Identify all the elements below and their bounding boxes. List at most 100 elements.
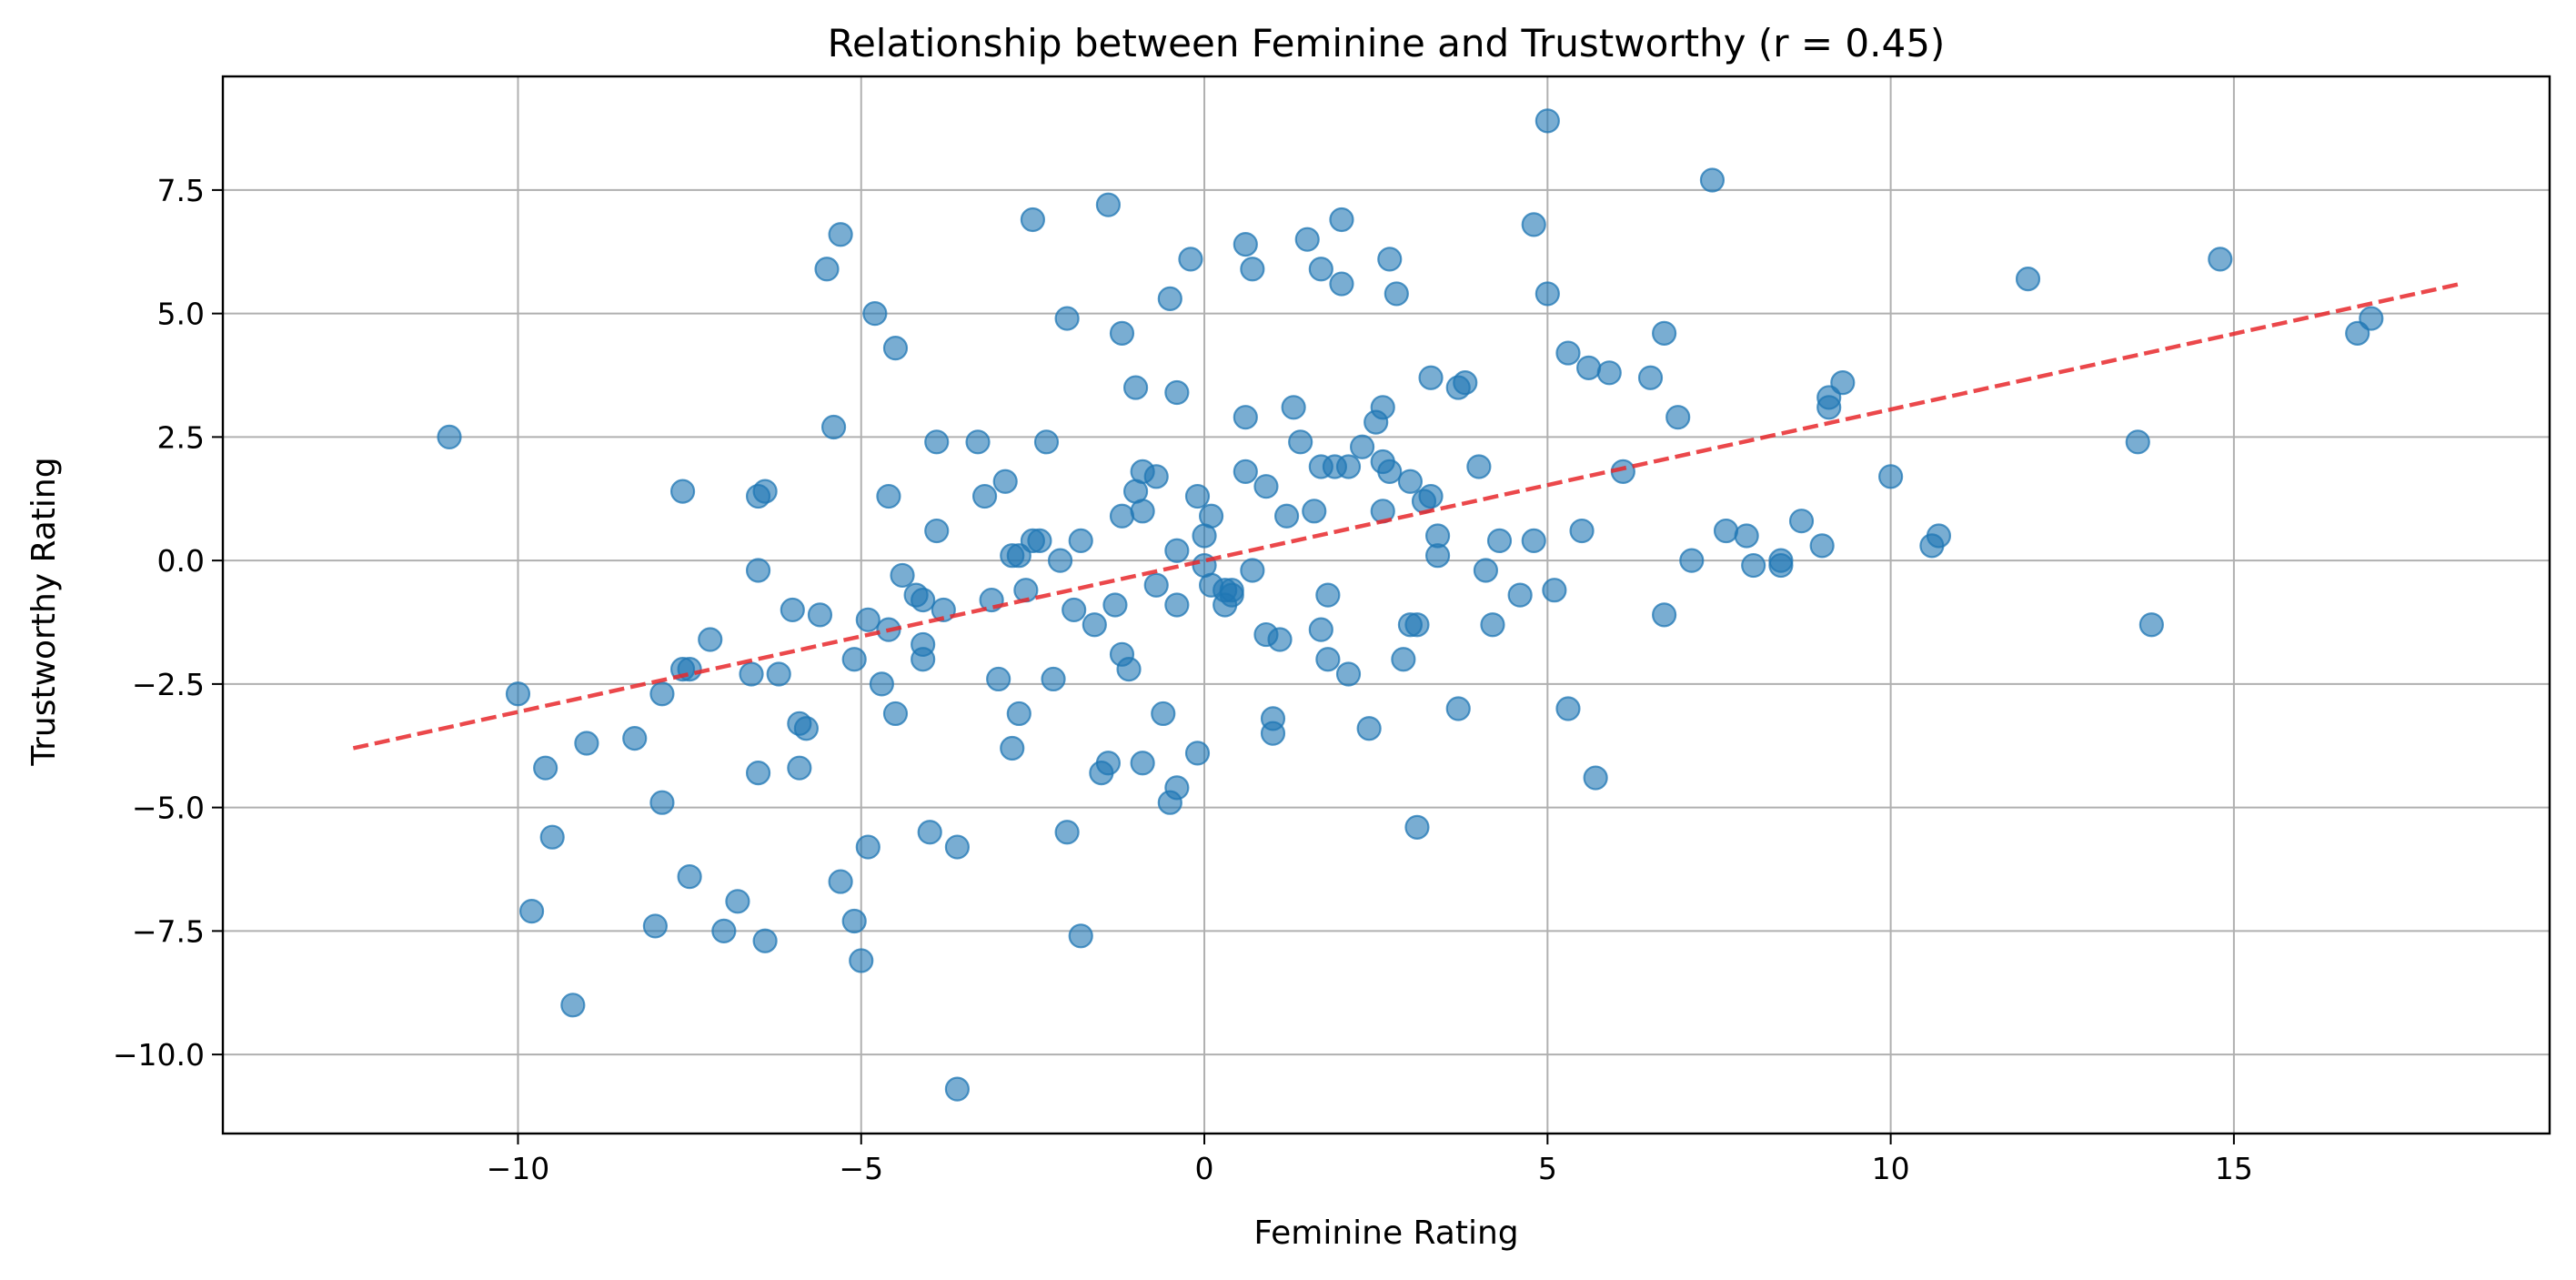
data-point	[752, 479, 778, 504]
data-point	[1260, 721, 1286, 746]
y-tick-label: −7.5	[132, 913, 205, 949]
data-point	[1652, 320, 1677, 346]
data-point	[1109, 503, 1135, 529]
data-point	[1164, 379, 1190, 406]
data-point	[1233, 232, 1258, 257]
x-tick-label: −10	[487, 1151, 550, 1186]
data-point	[1273, 503, 1300, 529]
data-point	[1535, 108, 1560, 134]
data-point	[1480, 612, 1505, 638]
data-point	[992, 469, 1018, 494]
data-point	[1198, 503, 1224, 529]
data-point	[1308, 257, 1333, 282]
data-point	[828, 869, 853, 894]
x-tick-label: 10	[1872, 1151, 1910, 1186]
data-point	[1679, 548, 1705, 573]
data-point	[669, 479, 696, 504]
data-point	[1466, 454, 1492, 479]
data-point	[1027, 528, 1052, 554]
data-point	[876, 483, 901, 509]
data-point	[1384, 281, 1409, 307]
data-point	[1652, 602, 1677, 628]
data-point	[745, 558, 771, 583]
data-point	[1473, 558, 1499, 583]
data-point	[1521, 212, 1546, 237]
data-point	[841, 908, 867, 934]
data-point	[1315, 582, 1341, 608]
data-point	[1315, 647, 1341, 672]
data-point	[711, 918, 737, 943]
data-point	[1404, 612, 1430, 638]
y-tick-label: 7.5	[157, 173, 205, 208]
data-point	[752, 928, 778, 953]
data-point	[911, 647, 936, 672]
data-point	[1233, 405, 1258, 430]
y-tick-label: −10.0	[113, 1037, 205, 1073]
data-point	[1535, 281, 1560, 307]
grid-lines	[223, 76, 2550, 1134]
data-point	[1000, 735, 1025, 761]
data-point	[1329, 271, 1354, 297]
data-point	[698, 627, 723, 652]
data-point	[1308, 617, 1333, 642]
data-point	[1741, 552, 1766, 579]
data-point	[924, 429, 950, 455]
data-point	[807, 602, 833, 628]
data-point	[1665, 405, 1691, 430]
data-point	[1294, 227, 1320, 252]
y-axis-label: Trustworthy Rating	[25, 457, 63, 766]
data-point	[1068, 528, 1093, 554]
data-point	[1453, 370, 1478, 396]
data-point	[574, 731, 599, 756]
data-point	[1878, 464, 1904, 489]
data-point	[560, 993, 586, 1018]
data-point	[1240, 257, 1265, 282]
data-points	[437, 108, 2384, 1102]
data-point	[1068, 923, 1093, 949]
data-point	[780, 597, 805, 623]
axis-ticks: −10 −5 0 5 10 15 −10.0 −7.5 −5.0 −2.5 0.0 2.5 5.0 7.5	[113, 173, 2253, 1186]
data-point	[971, 483, 998, 509]
data-point	[1377, 459, 1403, 484]
data-point	[814, 257, 840, 282]
plot-frame	[221, 75, 2551, 1135]
data-point	[1240, 558, 1265, 583]
data-point	[1178, 247, 1203, 272]
data-point	[1575, 355, 1602, 380]
data-point	[1583, 765, 1608, 791]
data-point	[1335, 661, 1362, 687]
y-tick-label: 5.0	[157, 297, 205, 332]
data-point	[539, 824, 565, 850]
trend-line	[352, 281, 2461, 751]
data-point	[849, 948, 874, 973]
data-point	[1006, 700, 1031, 727]
data-point	[642, 913, 668, 939]
data-point	[1095, 751, 1121, 776]
data-point	[2138, 612, 2164, 638]
data-point	[1184, 483, 1211, 509]
data-point	[1329, 207, 1354, 233]
data-point	[1816, 395, 1842, 420]
data-point	[2208, 247, 2233, 272]
data-point	[1184, 741, 1211, 766]
data-point	[1047, 548, 1073, 573]
data-point	[1335, 454, 1362, 479]
data-point	[1157, 790, 1182, 815]
data-point	[1164, 592, 1190, 618]
data-point	[505, 681, 531, 707]
data-point	[677, 864, 702, 890]
data-point	[820, 414, 847, 440]
data-point	[1143, 464, 1169, 489]
data-point	[1116, 656, 1142, 682]
data-point	[986, 666, 1011, 692]
x-tick-label: −5	[839, 1151, 883, 1186]
data-point	[1424, 523, 1451, 549]
y-tick-label: −5.0	[132, 791, 205, 826]
data-point	[2015, 267, 2041, 292]
y-tick-label: 2.5	[157, 419, 205, 455]
data-point	[1062, 597, 1087, 623]
data-point	[862, 301, 888, 327]
x-tick-label: 0	[1195, 1151, 1214, 1186]
data-point	[533, 755, 558, 781]
